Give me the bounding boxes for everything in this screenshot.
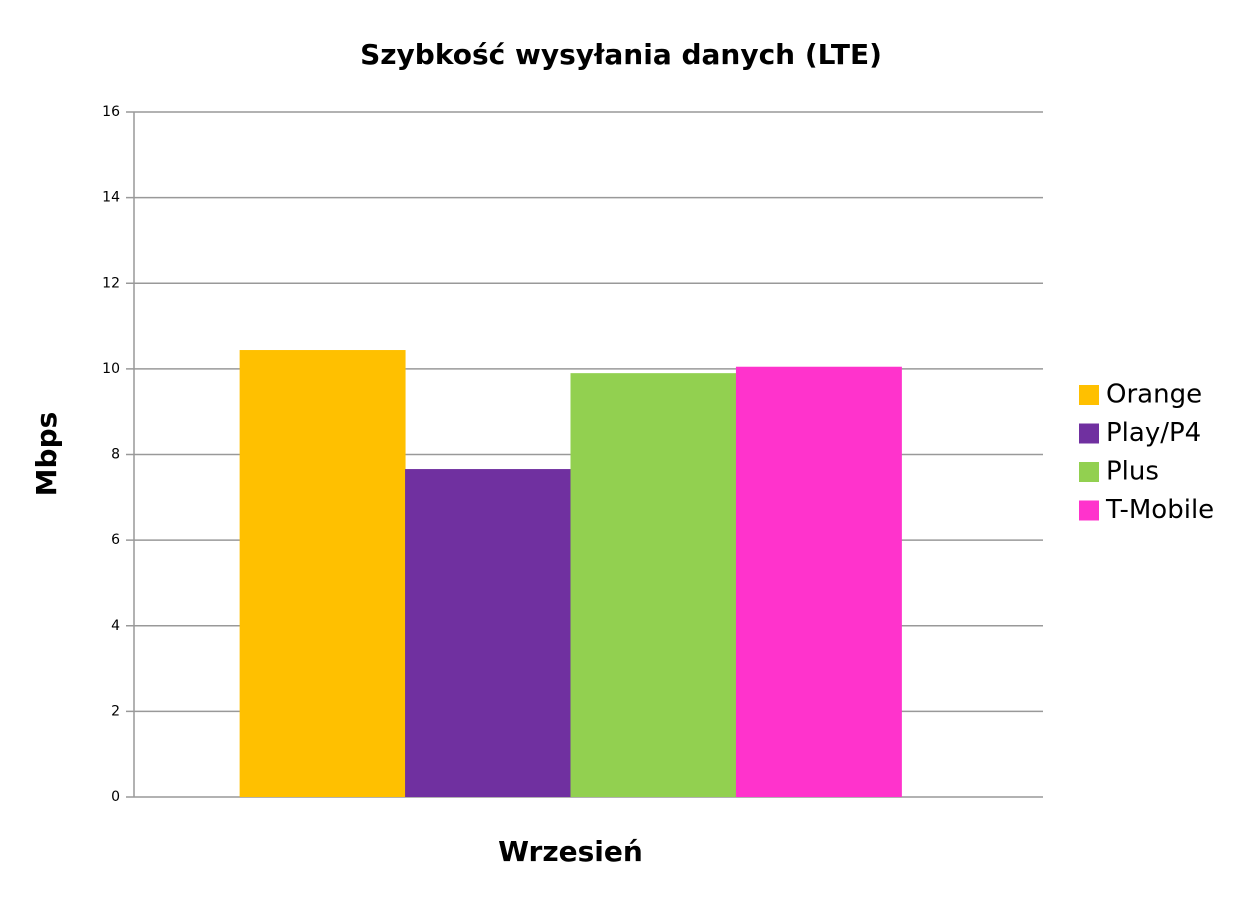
y-tick-label: 10 (102, 361, 120, 377)
legend-swatch (1079, 462, 1099, 482)
bar (735, 366, 902, 797)
y-tick-label: 16 (102, 104, 120, 120)
legend-label: Plus (1106, 457, 1159, 487)
legend-label: Play/P4 (1106, 418, 1201, 448)
legend-swatch (1079, 500, 1099, 521)
y-tick-label: 4 (111, 618, 120, 634)
y-tick-label: 2 (111, 703, 120, 719)
legend-label: Orange (1106, 380, 1202, 410)
legend-swatch (1079, 385, 1099, 405)
bar (570, 373, 737, 797)
y-tick-label: 6 (111, 532, 120, 548)
y-axis-label: Mbps (30, 412, 63, 497)
bar (239, 350, 406, 797)
y-tick-label: 14 (102, 190, 120, 206)
y-tick-label: 12 (102, 275, 120, 291)
legend-swatch (1079, 423, 1099, 444)
chart-title: Szybkość wysyłania danych (LTE) (360, 38, 882, 71)
x-tick-label: Wrzesień (498, 835, 643, 868)
y-tick-label: 0 (111, 789, 120, 805)
legend-label: T-Mobile (1105, 495, 1214, 525)
y-tick-label: 8 (111, 447, 120, 463)
bar (405, 469, 571, 797)
